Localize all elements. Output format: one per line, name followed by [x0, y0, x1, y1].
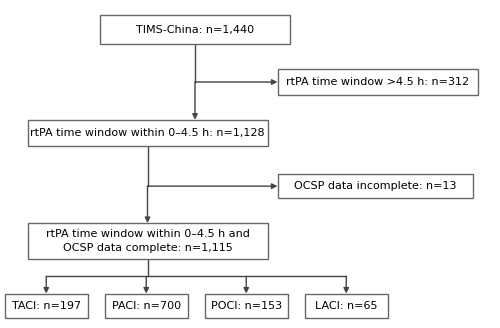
FancyBboxPatch shape [100, 15, 290, 44]
FancyBboxPatch shape [305, 294, 388, 318]
FancyBboxPatch shape [278, 174, 472, 198]
Text: OCSP data incomplete: n=13: OCSP data incomplete: n=13 [294, 181, 456, 191]
Text: POCI: n=153: POCI: n=153 [210, 301, 282, 311]
FancyBboxPatch shape [205, 294, 288, 318]
FancyBboxPatch shape [28, 223, 268, 259]
Text: rtPA time window within 0–4.5 h: n=1,128: rtPA time window within 0–4.5 h: n=1,128 [30, 128, 265, 138]
Text: PACI: n=700: PACI: n=700 [112, 301, 181, 311]
Text: TIMS-China: n=1,440: TIMS-China: n=1,440 [136, 25, 254, 34]
Text: rtPA time window >4.5 h: n=312: rtPA time window >4.5 h: n=312 [286, 77, 469, 87]
Text: TACI: n=197: TACI: n=197 [12, 301, 81, 311]
FancyBboxPatch shape [278, 69, 477, 95]
FancyBboxPatch shape [105, 294, 188, 318]
FancyBboxPatch shape [28, 120, 268, 146]
Text: rtPA time window within 0–4.5 h and
OCSP data complete: n=1,115: rtPA time window within 0–4.5 h and OCSP… [46, 230, 250, 253]
Text: LACI: n=65: LACI: n=65 [315, 301, 378, 311]
FancyBboxPatch shape [5, 294, 87, 318]
